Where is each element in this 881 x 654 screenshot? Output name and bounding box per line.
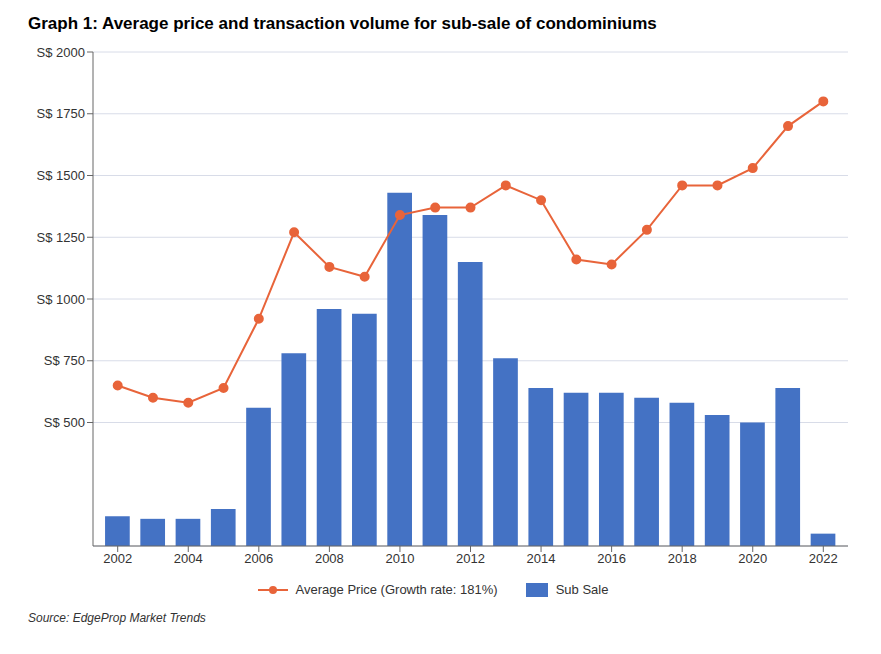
svg-text:2002: 2002: [103, 551, 132, 566]
svg-text:2004: 2004: [174, 551, 203, 566]
svg-text:2016: 2016: [597, 551, 626, 566]
html-text:Graph 1: Average price and tra: Graph 1: Average price and transaction v…: [28, 14, 657, 33]
svg-text:S$ 1500: S$ 1500: [37, 168, 85, 183]
html-text:Source: EdgeProp Market Trends: Source: EdgeProp Market Trends: [28, 611, 206, 625]
svg-text:S$ 750: S$ 750: [44, 353, 85, 368]
svg-text:S$ 500: S$ 500: [44, 415, 85, 430]
svg-text:2006: 2006: [244, 551, 273, 566]
svg-text:S$ 1250: S$ 1250: [37, 230, 85, 245]
svg-text:2012: 2012: [456, 551, 485, 566]
svg-text:S$ 1750: S$ 1750: [37, 106, 85, 121]
svg-text:2022: 2022: [809, 551, 838, 566]
html-text:Sub Sale: Sub Sale: [555, 582, 609, 597]
svg-text:2010: 2010: [385, 551, 414, 566]
html-text:Average Price (Growth rate: 18: Average Price (Growth rate: 181%): [295, 582, 498, 597]
svg-text:2018: 2018: [668, 551, 697, 566]
svg-text:2014: 2014: [527, 551, 556, 566]
svg-text:2020: 2020: [738, 551, 767, 566]
svg-text:S$ 1000: S$ 1000: [37, 292, 85, 307]
svg-text:S$ 2000: S$ 2000: [37, 45, 85, 60]
svg-text:2008: 2008: [315, 551, 344, 566]
